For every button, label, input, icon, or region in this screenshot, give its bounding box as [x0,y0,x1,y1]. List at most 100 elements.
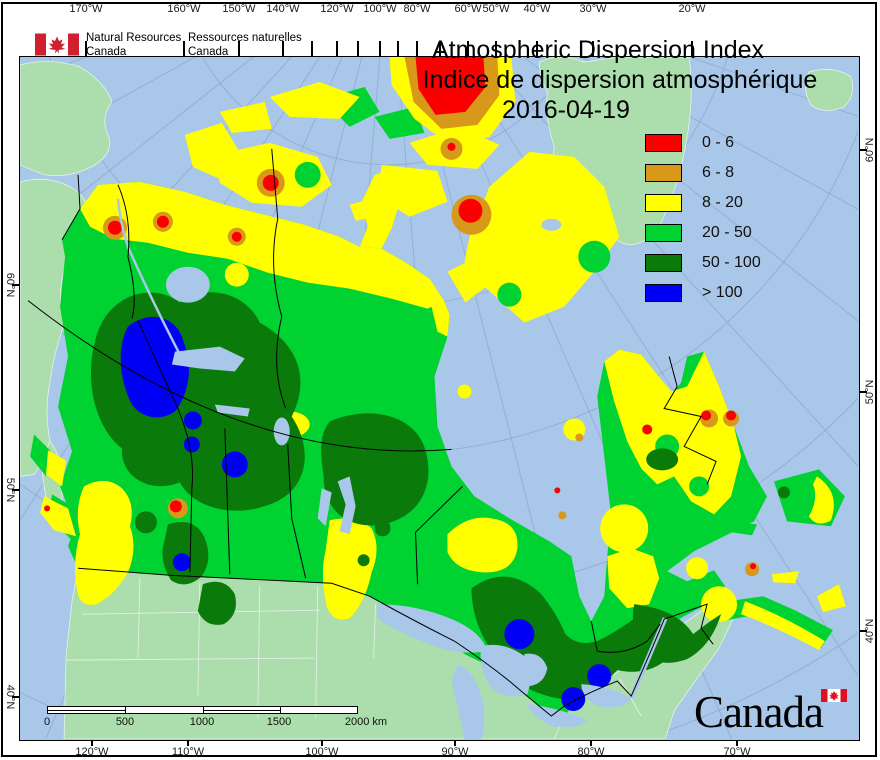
adi-hotspots [44,57,760,577]
region-blue-nwt [120,316,189,418]
axis-tick [536,41,538,56]
canada-wordmark: Canada [694,687,824,737]
island-baffin [464,151,620,323]
legend-swatch-0-6 [645,134,682,152]
map-date: 2016-04-19 [502,96,630,124]
map-title-fr: Indice de dispersion atmosphérique [422,66,818,94]
axis-tick [12,489,19,491]
border-60n [27,300,452,452]
scale-label: 0 [43,716,51,728]
logo-text-en-2: Canada [86,46,127,58]
axis-tick [736,740,738,746]
canada-adi-map [20,57,858,739]
lake-great-bear [165,266,210,303]
island-anticosti [717,519,758,536]
top-axis-label: 50°W [482,3,510,15]
axis-tick [336,41,338,56]
axis-tick [311,41,313,56]
logo-text-fr-2: Canada [188,46,229,58]
legend-swatch-8-20 [645,194,682,212]
scale-bar-segment [48,710,125,711]
wordmark-flag-icon [821,689,847,702]
lake-erie [527,704,588,728]
top-axis-label: 30°W [579,3,607,15]
scale-label: 1500 [266,716,292,728]
bottom-axis-label: 90°W [441,746,469,758]
axis-tick [416,41,418,56]
axis-tick [454,740,456,746]
region-arctic-coast-band [80,181,445,309]
region-sask-manitoba [321,413,429,526]
legend-label: 6 - 8 [702,164,735,181]
axis-tick [590,740,592,746]
logo-text-fr-1: Ressources naturelles [188,32,302,44]
axis-tick [357,41,359,56]
top-axis-label: 140°W [266,3,300,15]
axis-tick [467,41,469,56]
scale-label: 2000 km [344,716,388,728]
region-nova-scotia [741,601,825,651]
legend-swatch-6-8 [645,164,682,182]
land-siberia [20,61,113,177]
bottom-axis-label: 80°W [577,746,605,758]
top-axis-label: 120°W [320,3,354,15]
mackenzie-river [116,198,181,356]
map-title-en: Atmospheric Dispersion Index [431,36,765,64]
axis-tick [495,41,497,56]
lake-huron [480,644,531,697]
axis-tick [321,740,323,746]
bottom-axis-label: 100°W [305,746,339,758]
bottom-axis-label: 110°W [171,746,205,758]
top-axis-label: 150°W [222,3,256,15]
axis-tick [238,41,240,56]
axis-tick [12,696,19,698]
axis-tick [860,391,867,393]
top-axis-label: 170°W [69,3,103,15]
axis-tick [12,284,19,286]
axis-tick [592,41,594,56]
axis-tick [691,41,693,56]
region-resolute-red [458,198,483,223]
bottom-axis-label: 70°W [723,746,751,758]
canada-flag-icon [35,33,79,56]
axis-tick [91,740,93,746]
region-new-brunswick [701,586,738,623]
lake-superior [377,604,488,653]
top-axis-label: 100°W [363,3,397,15]
axis-tick [860,630,867,632]
lake-great-slave [171,346,245,372]
legend-swatch-20-50 [645,224,682,242]
lakes [116,198,668,739]
lake-ontario [581,684,632,708]
island-banks [184,122,238,179]
land-iceland [805,69,854,111]
legend-swatch-50-100 [645,254,682,272]
scale-label: 1000 [189,716,215,728]
legend-label: 50 - 100 [702,254,761,271]
region-alberta-south [75,480,134,605]
green-patches [294,161,710,497]
legend-label: 8 - 20 [702,194,743,211]
top-axis-label: 160°W [167,3,201,15]
legend-label: > 100 [702,284,743,301]
scale-bar-segment [203,710,280,711]
lake-winnipeg [337,476,356,535]
map-frame [19,56,860,741]
axis-tick [379,41,381,56]
axis-tick [439,41,441,56]
top-axis-label: 80°W [403,3,431,15]
island-haida-gwaii [30,434,51,477]
border-canada-usa [77,567,714,717]
region-ellesmere-red [415,57,486,115]
scale-label: 500 [115,716,135,728]
axis-tick [282,41,284,56]
axis-tick [187,740,189,746]
top-axis-label: 20°W [678,3,706,15]
top-axis-label: 60°W [454,3,482,15]
axis-tick [85,41,87,56]
legend-label: 20 - 50 [702,224,752,241]
lake-michigan [451,664,485,739]
political-borders [27,148,717,717]
axis-tick [860,149,867,151]
